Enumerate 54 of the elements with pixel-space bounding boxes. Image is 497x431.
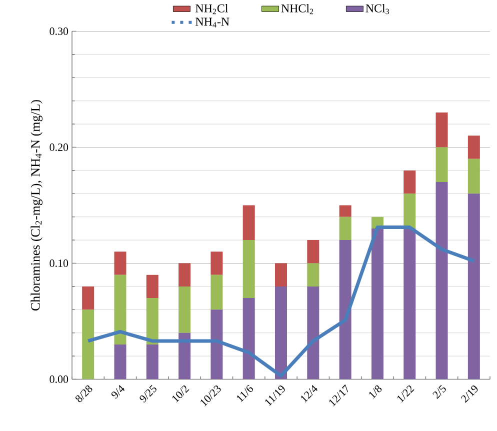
bar	[404, 228, 416, 380]
x-tick-label: 12/4	[300, 384, 318, 402]
bar	[210, 310, 223, 380]
bar	[210, 274, 223, 310]
bar	[307, 263, 320, 286]
bar	[436, 112, 448, 148]
bar	[210, 252, 223, 275]
x-tick-label: 9/4	[111, 384, 125, 399]
bar	[114, 252, 126, 275]
bar	[82, 286, 94, 310]
bar	[468, 136, 480, 159]
bar	[275, 286, 288, 380]
x-tick-label: 2/5	[432, 384, 446, 399]
bar	[404, 170, 416, 194]
bar	[178, 286, 191, 333]
bar	[436, 147, 448, 182]
bar	[436, 182, 448, 380]
bar	[242, 205, 255, 240]
x-tick-label: 9/25	[140, 384, 156, 402]
bar	[307, 286, 320, 380]
bar	[307, 240, 320, 264]
bar	[82, 310, 94, 380]
bar	[275, 263, 288, 286]
x-tick-label: 11/6	[236, 384, 253, 402]
legend-label: NHCl$_{2}$	[281, 4, 314, 14]
bar	[404, 194, 416, 228]
bar	[178, 263, 191, 286]
bar	[339, 240, 352, 380]
bar	[339, 205, 352, 217]
x-tick-label: 8/28	[75, 385, 92, 402]
y-tick-label: 0.30	[50, 27, 68, 35]
x-tick-label: 1/8	[369, 385, 382, 398]
legend-label: NH$_{2}$Cl	[196, 4, 228, 14]
y-tick-label: 0.10	[50, 259, 68, 267]
bar	[178, 332, 191, 380]
bar	[242, 240, 255, 298]
bar	[114, 274, 126, 344]
bar	[146, 298, 158, 344]
y-axis-title: Chloramines (Cl$_{2}$-mg/L), NH$_{4}$-N (mg/L)	[30, 100, 42, 310]
bar	[371, 228, 384, 380]
bar	[114, 344, 126, 380]
x-tick-label: 1/22	[397, 385, 414, 402]
x-tick-label: 2/19	[460, 385, 478, 403]
bar	[146, 344, 158, 380]
legend-label: NH$_{4}$-N	[196, 18, 230, 28]
y-tick-label: 0.20	[50, 143, 68, 151]
bar	[146, 274, 158, 298]
legend-label: NCl$_{3}$	[366, 4, 389, 14]
bar	[468, 194, 480, 380]
bar	[242, 298, 255, 380]
x-tick-label: 10/2	[172, 385, 190, 402]
bar	[339, 216, 352, 240]
bar	[468, 158, 480, 194]
y-tick-label: 0.00	[50, 375, 68, 383]
